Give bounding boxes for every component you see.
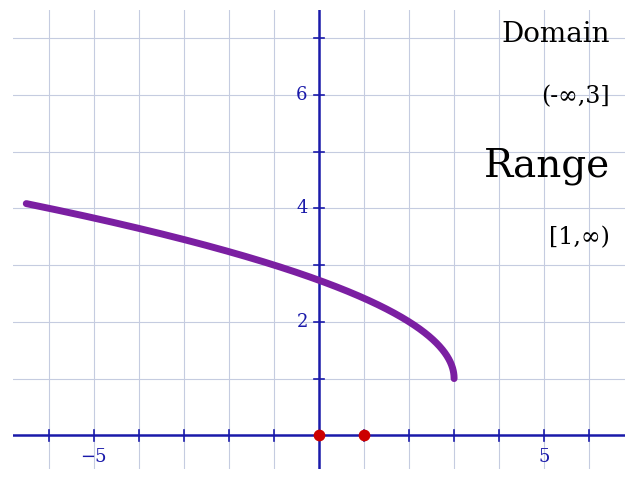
Text: 2: 2 xyxy=(297,313,308,331)
Text: Domain: Domain xyxy=(501,21,610,48)
Text: (-∞,3]: (-∞,3] xyxy=(541,85,610,108)
Text: 6: 6 xyxy=(296,86,308,104)
Text: −5: −5 xyxy=(80,448,107,466)
Text: Range: Range xyxy=(484,148,610,185)
Text: [1,∞): [1,∞) xyxy=(549,226,610,249)
Text: 5: 5 xyxy=(538,448,550,466)
Point xyxy=(314,432,324,439)
Text: 4: 4 xyxy=(297,199,308,217)
Point xyxy=(359,432,369,439)
